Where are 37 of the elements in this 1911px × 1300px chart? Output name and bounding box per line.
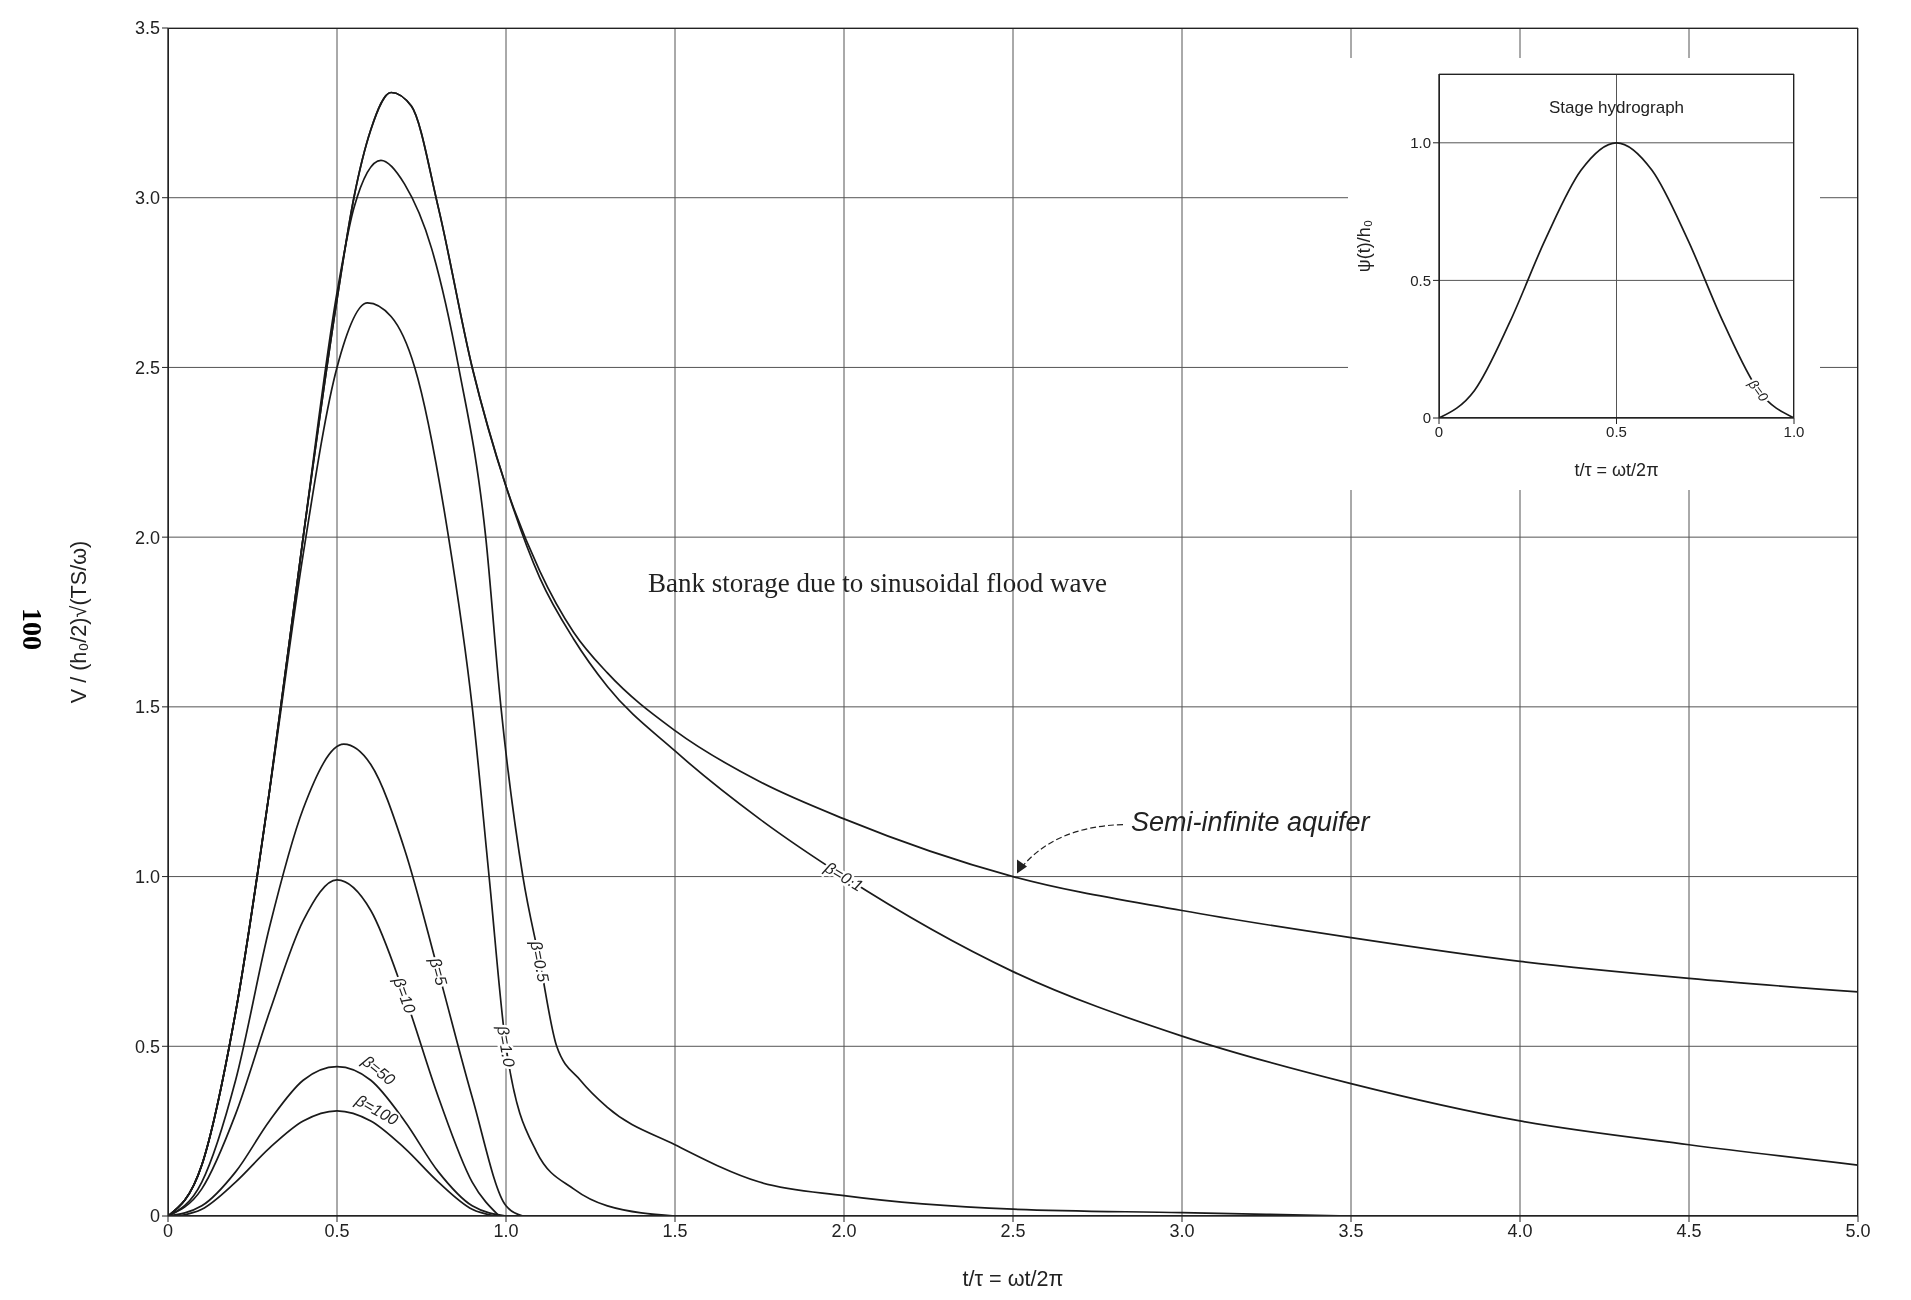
y-tick-label: 2.0 [134,527,160,548]
y-tick-label: 1.0 [134,866,160,887]
x-axis-title: t/τ = ωt/2π [962,1266,1064,1291]
x-axis-title: t/τ = ωt/2π [1574,460,1659,480]
y-tick-label: 2.5 [134,357,160,378]
y-tick-label: 0.5 [134,1036,160,1057]
y-tick-label: 1.5 [134,697,160,718]
x-tick-label: 4.5 [1676,1220,1702,1241]
text: 100 [16,608,48,650]
x-tick-label: 4.0 [1507,1220,1533,1241]
x-tick-label: 3.5 [1338,1220,1364,1241]
x-tick-label: 2.0 [831,1220,857,1241]
x-tick-label: 1.0 [1783,422,1805,440]
x-tick-label: 0.5 [1606,422,1627,440]
x-tick-label: 0 [1434,422,1444,440]
y-tick-label: 0 [149,1206,160,1227]
text: Semi-infinite aquifer [1131,806,1371,837]
x-tick-label: 1.0 [493,1220,519,1241]
y-tick-label: 3.0 [134,188,160,209]
y-tick-label: 3.5 [134,18,160,39]
x-tick-label: 2.5 [1000,1220,1026,1241]
text: β=0 [1744,376,1772,405]
text: β=5 [426,954,452,989]
y-axis-title: V / (h₀/2)√(TS/ω) [65,540,91,704]
x-tick-label: 3.0 [1169,1220,1195,1241]
text: β=10 [389,973,420,1016]
x-tick-label: 0 [162,1220,174,1241]
x-tick-label: 0.5 [324,1220,350,1241]
y-tick-label: 0 [1422,409,1431,427]
text: β=1.0 [493,1023,519,1069]
y-tick-label: 1.0 [1410,134,1431,152]
text: β=0.5 [527,938,554,985]
x-tick-label: 1.5 [662,1220,688,1241]
x-tick-label: 5.0 [1845,1220,1871,1241]
y-axis-title: ψ(t)/h₀ [1354,219,1375,273]
text: Bank storage due to sinusoidal flood wave [648,568,1107,599]
y-tick-label: 0.5 [1410,271,1431,289]
